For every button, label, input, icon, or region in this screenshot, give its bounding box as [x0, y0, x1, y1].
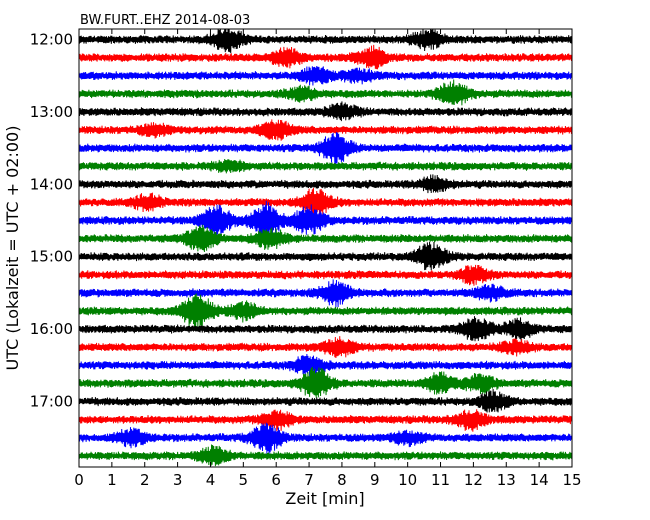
seismic-trace-17:45 — [79, 444, 572, 467]
x-tick-label: 11 — [431, 471, 450, 489]
x-tick-label: 13 — [497, 471, 516, 489]
x-tick-label: 4 — [206, 471, 216, 489]
chart-title: BW.FURT..EHZ 2014-08-03 — [80, 13, 250, 28]
x-tick-label: 12 — [464, 471, 483, 489]
seismic-trace-13:00 — [79, 101, 572, 122]
seismic-trace-13:15 — [79, 119, 572, 141]
x-tick-label: 7 — [304, 471, 314, 489]
seismic-trace-15:15 — [79, 264, 572, 286]
seismic-trace-12:30 — [79, 66, 572, 86]
seismic-trace-12:00 — [79, 29, 572, 54]
x-tick-label: 8 — [337, 471, 347, 489]
x-tick-label: 14 — [530, 471, 549, 489]
seismic-trace-14:00 — [79, 174, 572, 194]
trace-group — [79, 29, 572, 467]
x-tick-label: 2 — [140, 471, 150, 489]
seismic-trace-16:00 — [79, 316, 572, 342]
x-tick-group: 0 1 2 3 4 5 6 7 8 9 10 11 12 13 14 15 — [74, 29, 582, 489]
x-tick-label: 9 — [370, 471, 380, 489]
y-tick-label: 17:00 — [30, 393, 73, 411]
x-tick-label: 5 — [239, 471, 249, 489]
plot-frame — [78, 28, 573, 468]
seismic-trace-14:45 — [79, 224, 572, 252]
seismic-trace-16:15 — [79, 336, 572, 359]
seismic-trace-17:15 — [79, 409, 572, 432]
x-tick-label: 1 — [107, 471, 117, 489]
x-tick-label: 15 — [562, 471, 581, 489]
x-tick-label: 0 — [74, 471, 84, 489]
y-tick-label: 14:00 — [30, 175, 73, 193]
y-tick-label: 15:00 — [30, 248, 73, 266]
y-axis-label: UTC (Lokalzeit = UTC + 02:00) — [3, 126, 22, 371]
y-tick-group: 12:00 13:00 14:00 15:00 16:00 17:00 — [30, 31, 572, 411]
seismic-trace-16:30 — [79, 354, 572, 377]
y-tick-label: 16:00 — [30, 320, 73, 338]
y-tick-label: 12:00 — [30, 31, 73, 49]
seismic-trace-17:30 — [79, 422, 572, 455]
x-tick-label: 6 — [271, 471, 281, 489]
seismic-trace-14:30 — [79, 200, 572, 239]
seismic-trace-16:45 — [79, 366, 572, 398]
seismic-trace-15:45 — [79, 293, 572, 330]
x-tick-label: 10 — [398, 471, 417, 489]
seismic-trace-12:15 — [79, 44, 572, 70]
x-tick-label: 3 — [173, 471, 183, 489]
seismic-trace-17:00 — [79, 389, 572, 413]
seismic-trace-15:00 — [79, 241, 572, 271]
seismic-trace-15:30 — [79, 279, 572, 308]
y-tick-label: 13:00 — [30, 103, 73, 121]
x-axis-label: Zeit [min] — [285, 489, 364, 508]
seismic-trace-13:45 — [79, 158, 572, 174]
seismic-trace-14:15 — [79, 187, 572, 218]
seismic-trace-12:45 — [79, 79, 572, 106]
seismic-trace-13:30 — [79, 132, 572, 165]
